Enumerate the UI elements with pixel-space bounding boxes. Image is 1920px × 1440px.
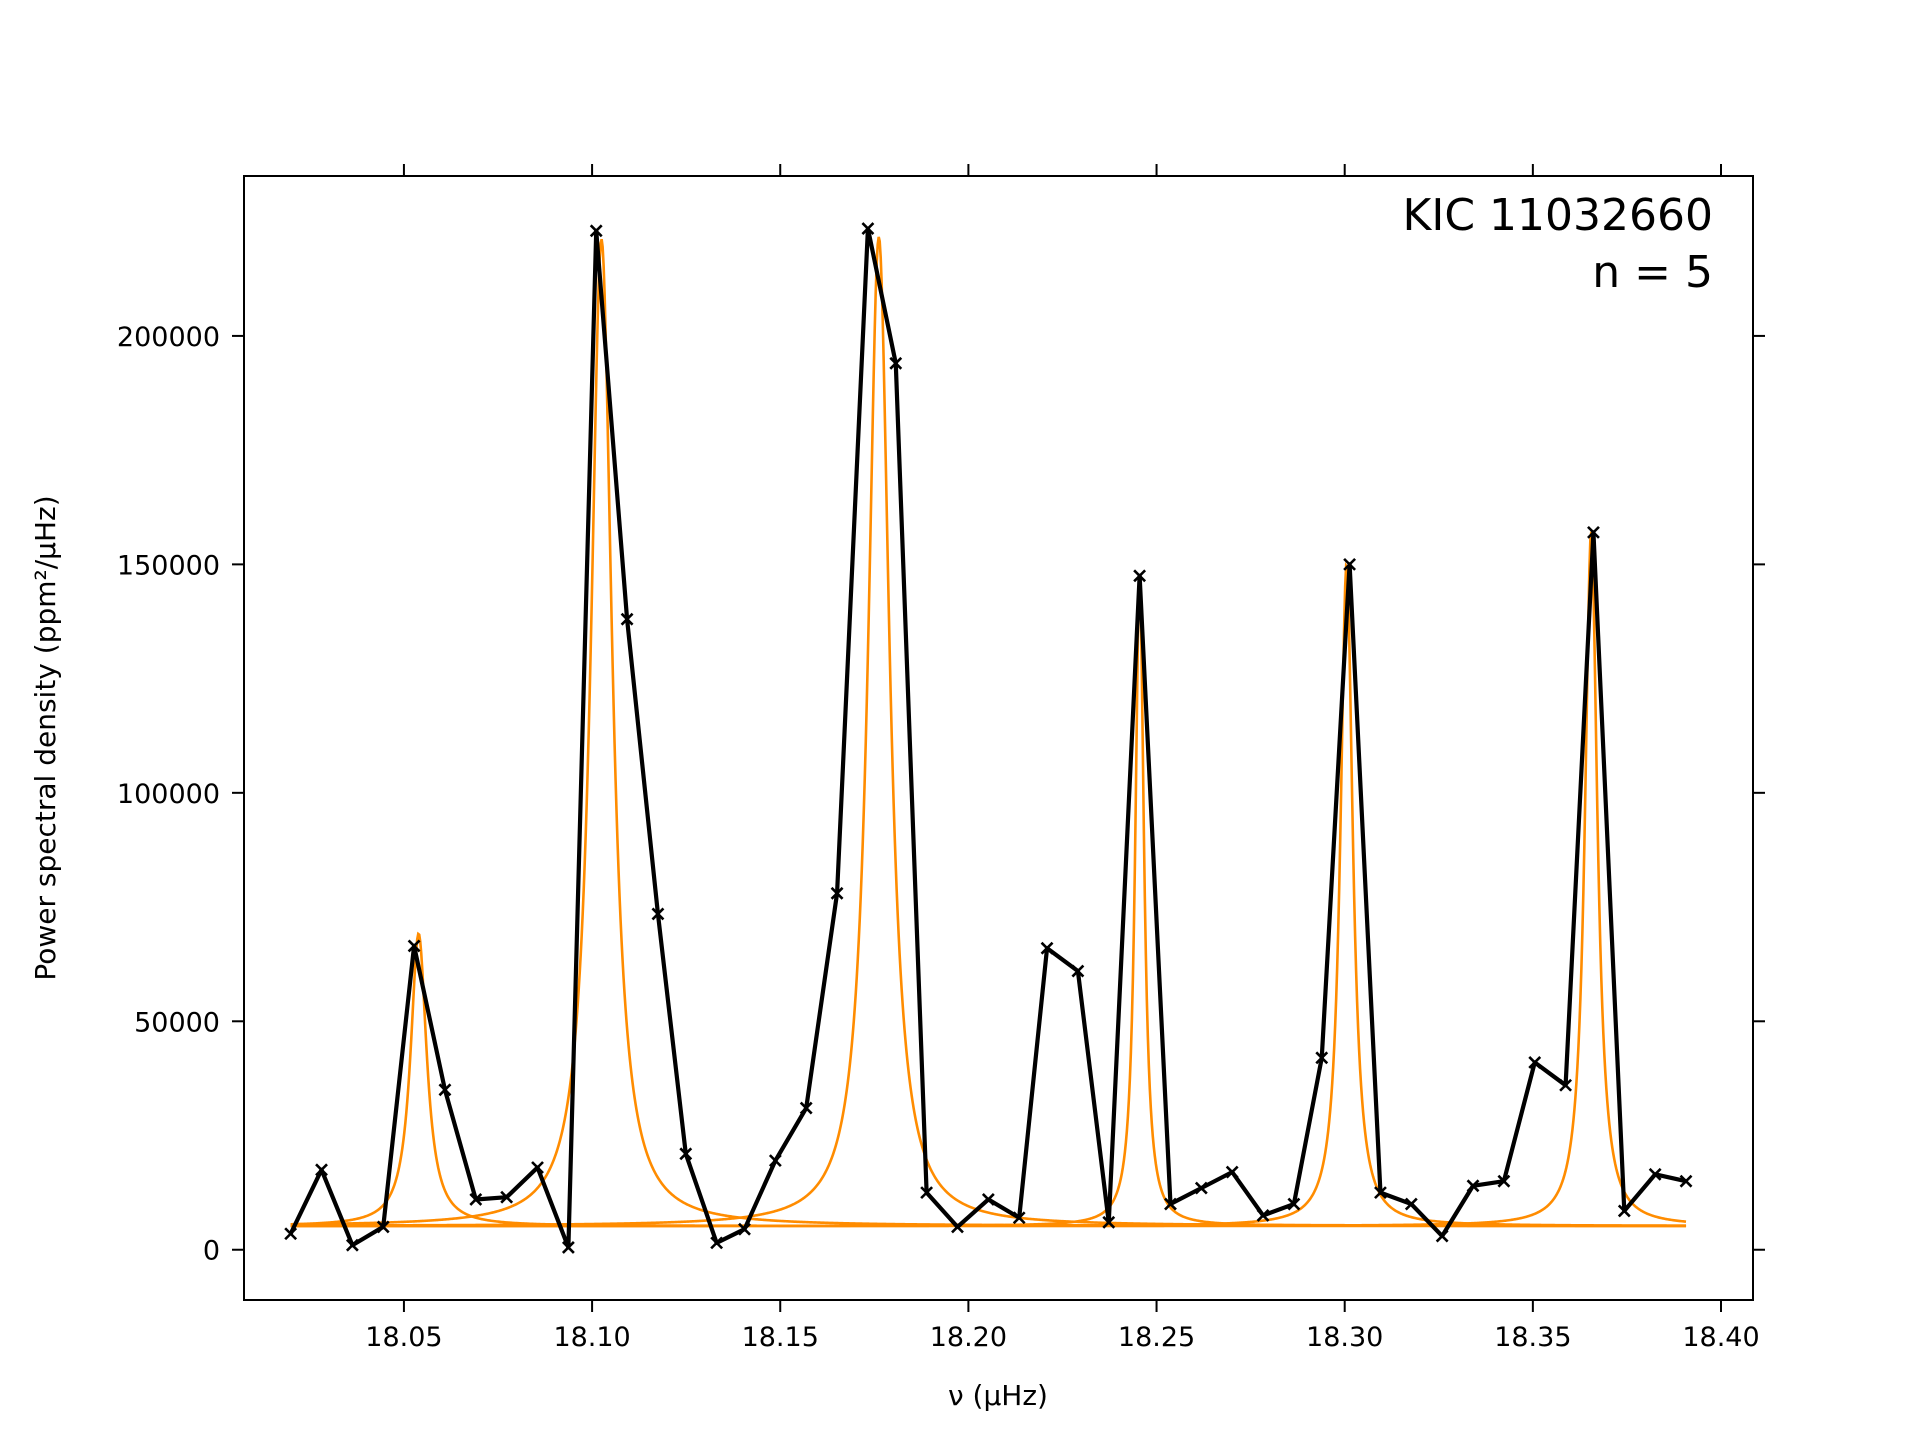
plot-frame: [243, 175, 1754, 1301]
data-point: [651, 907, 665, 921]
data-point: [376, 1220, 390, 1234]
y-tick-label: 50000: [134, 1007, 220, 1038]
data-point: [589, 224, 603, 238]
data-point: [1194, 1181, 1208, 1195]
data-point: [1404, 1197, 1418, 1211]
x-tick-label: 18.40: [1682, 1322, 1759, 1353]
y-axis-label: Power spectral density (ppm²/μHz): [29, 495, 62, 980]
data-point: [738, 1222, 751, 1236]
data-point: [620, 612, 634, 626]
data-point: [1012, 1211, 1026, 1225]
data-point: [1071, 964, 1085, 978]
data-point: [1343, 557, 1357, 571]
data-point: [438, 1083, 452, 1097]
x-tick-label: 18.35: [1494, 1322, 1571, 1353]
data-line: [288, 226, 1687, 1250]
data-point: [830, 886, 844, 900]
data-point: [1587, 525, 1600, 539]
data-point: [1040, 941, 1054, 955]
data-point: [1225, 1165, 1239, 1179]
data-point: [981, 1193, 995, 1206]
data-point: [284, 1227, 298, 1241]
data-point: [889, 356, 903, 370]
model-profile-3: [290, 236, 1687, 1228]
data-point: [679, 1147, 693, 1161]
annotation-star-id: KIC 11032660: [1403, 190, 1714, 241]
data-point: [1435, 1229, 1449, 1243]
data-point: [1374, 1186, 1387, 1200]
x-tick-label: 18.05: [365, 1322, 442, 1353]
data-point: [1287, 1197, 1301, 1211]
x-tick-label: 18.15: [742, 1322, 819, 1353]
data-point: [799, 1101, 813, 1115]
data-point: [920, 1186, 934, 1200]
data-point: [1315, 1051, 1329, 1065]
data-point: [1102, 1215, 1116, 1229]
data-point: [1679, 1174, 1693, 1188]
data-point: [1497, 1174, 1511, 1188]
annotation-order: n = 5: [1592, 247, 1713, 298]
data-point: [315, 1163, 328, 1177]
model-profile-4: [290, 575, 1687, 1228]
data-point: [345, 1238, 359, 1252]
y-tick-label: 150000: [117, 550, 220, 581]
data-point: [469, 1193, 483, 1206]
y-tick-label: 100000: [117, 779, 220, 810]
model-profile-5: [290, 561, 1687, 1228]
data-point: [768, 1154, 782, 1168]
x-tick-label: 18.10: [553, 1322, 630, 1353]
x-tick-label: 18.25: [1118, 1322, 1195, 1353]
y-tick-label: 0: [203, 1236, 220, 1267]
data-point: [407, 939, 421, 953]
data-point: [1617, 1204, 1631, 1218]
data-point: [1133, 569, 1147, 583]
model-profile-6: [290, 531, 1687, 1228]
data-point: [500, 1190, 514, 1204]
data-point: [1164, 1197, 1177, 1211]
y-tick-label: 200000: [117, 322, 220, 353]
x-axis-label: ν (μHz): [948, 1379, 1048, 1412]
data-point: [951, 1220, 964, 1234]
data-point: [710, 1236, 724, 1250]
data-point: [1466, 1179, 1480, 1193]
model-profile-2: [290, 238, 1687, 1228]
x-tick-label: 18.30: [1306, 1322, 1383, 1353]
data-point: [1528, 1055, 1542, 1069]
x-tick-label: 18.20: [930, 1322, 1007, 1353]
data-point: [1256, 1209, 1270, 1222]
data-point: [1559, 1078, 1573, 1092]
data-point: [561, 1241, 575, 1254]
data-point: [1648, 1167, 1662, 1181]
data-point: [531, 1161, 544, 1174]
data-point: [861, 222, 875, 235]
